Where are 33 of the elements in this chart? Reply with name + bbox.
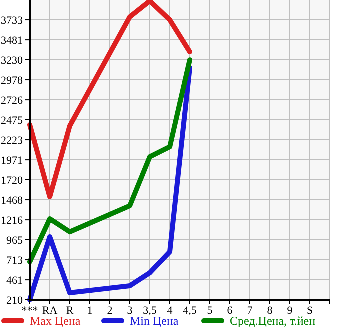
y-tick-label: 1216 xyxy=(1,214,24,227)
legend-label: Сред.Цена, т.йен xyxy=(230,314,316,328)
legend-label: Min Цена xyxy=(130,314,180,328)
x-tick-label: 6 xyxy=(227,305,234,317)
x-tick-label: *** xyxy=(22,305,38,317)
x-tick-label: 5 xyxy=(207,305,214,317)
x-tick-label: 1 xyxy=(87,305,93,317)
y-tick-label: 965 xyxy=(6,234,24,247)
x-tick-label: 4,5 xyxy=(183,305,198,317)
x-tick-label: 3 xyxy=(127,305,134,317)
y-tick-label: 2726 xyxy=(1,94,24,107)
legend-label: Max Цена xyxy=(30,314,82,328)
y-tick-label: 1971 xyxy=(1,154,23,167)
x-tick-label: RA xyxy=(42,305,58,317)
x-tick-label: 8 xyxy=(267,305,274,317)
y-tick-label: 1720 xyxy=(1,174,24,187)
y-tick-label: 3733 xyxy=(1,14,24,27)
y-tick-label: 1468 xyxy=(1,194,24,207)
x-tick-label: 9 xyxy=(287,305,294,317)
y-tick-label: 3481 xyxy=(1,34,23,47)
y-tick-label: 2475 xyxy=(1,114,24,127)
x-tick-label: 7 xyxy=(247,305,254,317)
y-tick-label: 2978 xyxy=(1,74,24,87)
y-tick-label: 2223 xyxy=(1,134,24,147)
y-tick-label: 713 xyxy=(6,254,24,267)
x-tick-label: S xyxy=(306,305,314,317)
y-tick-label: 210 xyxy=(6,294,24,307)
y-tick-label: 461 xyxy=(6,274,23,287)
y-tick-label: 3230 xyxy=(1,54,24,67)
x-tick-label: 3,5 xyxy=(143,305,158,317)
x-tick-label: 4 xyxy=(167,305,174,317)
x-tick-label: R xyxy=(66,305,74,317)
x-tick-label: 2 xyxy=(107,305,113,317)
